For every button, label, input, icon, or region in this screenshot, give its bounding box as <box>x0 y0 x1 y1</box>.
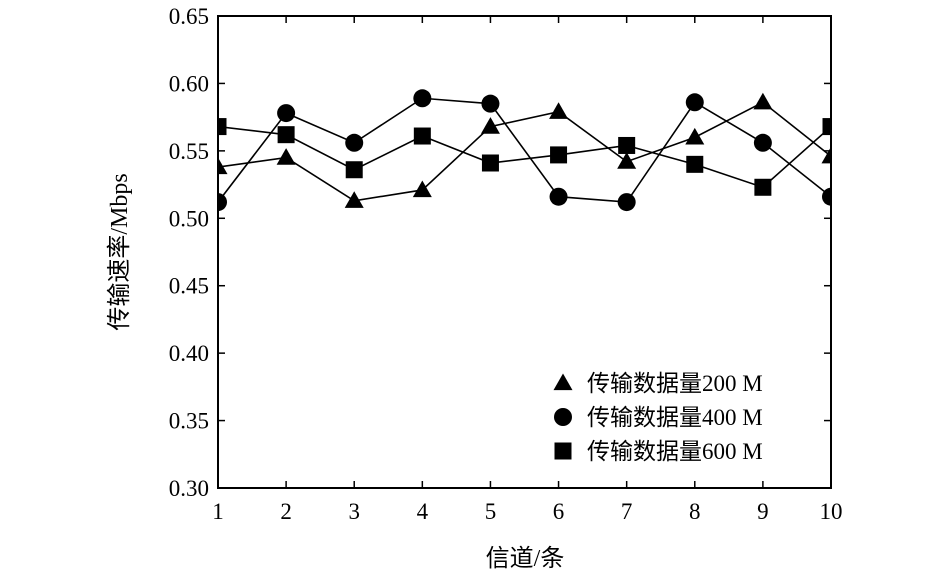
x-tick-label: 6 <box>553 499 565 524</box>
legend-marker-circle <box>554 408 572 426</box>
plot-frame <box>217 15 832 489</box>
data-point-circle <box>218 193 227 212</box>
data-point-triangle <box>821 146 831 164</box>
data-point-square <box>822 118 831 136</box>
x-tick-label: 10 <box>820 499 843 524</box>
x-tick-label: 8 <box>689 499 701 524</box>
x-tick-label: 2 <box>280 499 292 524</box>
y-tick-label: 0.60 <box>169 71 209 96</box>
data-point-circle <box>685 93 704 112</box>
series-2-circle <box>218 89 831 212</box>
y-tick-label: 0.65 <box>169 4 209 29</box>
data-point-circle <box>753 133 772 152</box>
x-axis-title: 信道/条 <box>486 545 565 572</box>
y-tick-label: 0.50 <box>169 206 209 231</box>
data-point-triangle <box>344 191 364 208</box>
y-tick-label: 0.55 <box>169 139 209 164</box>
plot-area: 1 2 3 4 5 6 7 8 9 10 0.30 0.35 0.40 0.45 0.50 0.55 0.60 0… <box>169 4 843 524</box>
data-point-triangle <box>480 117 500 134</box>
legend-label: 传输数据量200 M <box>587 371 763 396</box>
series-line <box>218 125 831 189</box>
data-point-square <box>754 178 772 196</box>
legend-label: 传输数据量600 M <box>587 439 763 464</box>
data-point-square <box>413 127 431 145</box>
series-1-triangle <box>218 92 831 208</box>
x-tick-label: 3 <box>348 499 360 524</box>
legend-label: 传输数据量400 M <box>587 405 763 430</box>
series-line <box>218 101 831 202</box>
x-tick-label: 9 <box>757 499 769 524</box>
data-point-triangle <box>218 157 228 175</box>
data-point-triangle <box>276 148 296 165</box>
data-point-square <box>686 155 704 173</box>
data-point-square <box>618 136 636 154</box>
data-point-triangle <box>549 102 569 119</box>
data-point-circle <box>481 94 500 113</box>
data-point-circle <box>345 133 364 152</box>
data-point-square <box>218 118 227 136</box>
data-point-triangle <box>753 92 773 110</box>
x-tick-label: 5 <box>485 499 497 524</box>
legend: 传输数据量200 M 传输数据量400 M 传输数据量600 M <box>553 371 763 464</box>
y-tick-label: 0.45 <box>169 274 209 299</box>
data-point-triangle <box>685 127 705 145</box>
data-point-square <box>550 146 568 164</box>
data-point-square <box>481 154 499 172</box>
y-axis-title: 传输速率/Mbps <box>106 173 133 330</box>
y-tick-label: 0.30 <box>169 476 209 501</box>
data-point-circle <box>277 104 296 123</box>
y-tick-label: 0.40 <box>169 341 209 366</box>
legend-marker-triangle <box>553 373 573 391</box>
series-line <box>218 97 831 203</box>
data-point-square <box>277 126 295 144</box>
x-tick-label: 4 <box>417 499 429 524</box>
data-point-circle <box>617 193 636 212</box>
legend-marker-square <box>554 442 572 460</box>
data-point-circle <box>413 89 432 108</box>
y-tick-label: 0.35 <box>169 409 209 434</box>
data-point-triangle <box>412 180 432 198</box>
x-tick-label: 7 <box>621 499 633 524</box>
data-point-square <box>345 161 363 179</box>
series-3-square <box>218 118 831 196</box>
x-tick-label: 1 <box>212 499 224 524</box>
data-point-triangle <box>617 152 637 169</box>
data-point-circle <box>822 187 831 206</box>
data-point-circle <box>549 187 568 206</box>
